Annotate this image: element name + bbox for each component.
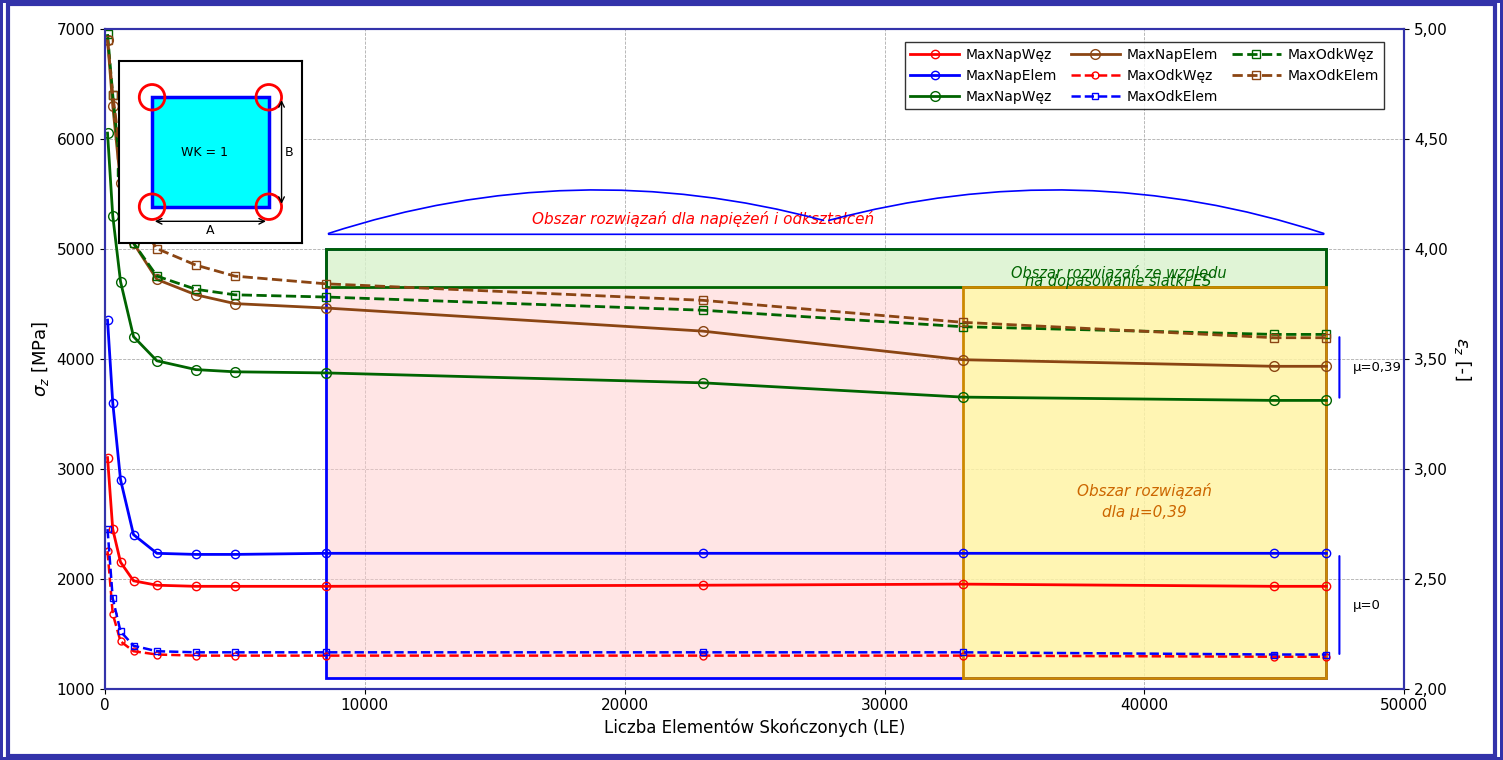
Text: A: A bbox=[206, 224, 215, 237]
Bar bbox=[152, 97, 269, 207]
Text: dla μ=0,39: dla μ=0,39 bbox=[1102, 505, 1187, 520]
Bar bbox=[326, 249, 1327, 287]
Text: WK = 1: WK = 1 bbox=[182, 145, 228, 159]
Bar bbox=[962, 287, 1327, 678]
Text: μ=0: μ=0 bbox=[1353, 599, 1380, 612]
X-axis label: Liczba Elementów Skończonych (LE): Liczba Elementów Skończonych (LE) bbox=[604, 719, 905, 737]
Text: Obszar rozwiązań dla napiężeń i odkształceń: Obszar rozwiązań dla napiężeń i odkształ… bbox=[532, 211, 873, 226]
Text: B: B bbox=[284, 145, 293, 159]
Bar bbox=[326, 249, 1327, 678]
Text: Obszar rozwiązań: Obszar rozwiązań bbox=[1078, 483, 1211, 499]
Bar bbox=[962, 287, 1327, 678]
Text: na dopasowanie siatki ES: na dopasowanie siatki ES bbox=[1025, 274, 1211, 289]
Bar bbox=[326, 249, 1327, 287]
Legend: MaxNapWęz, MaxNapElem, MaxNapWęz, MaxNapElem, MaxOdkWęz, MaxOdkElem, MaxOdkWęz, : MaxNapWęz, MaxNapElem, MaxNapWęz, MaxNap… bbox=[905, 42, 1384, 109]
Bar bbox=[326, 249, 1327, 678]
Y-axis label: $\sigma_z$ [MPa]: $\sigma_z$ [MPa] bbox=[30, 321, 51, 397]
Text: Obszar rozwiązań ze względu: Obszar rozwiązań ze względu bbox=[1010, 264, 1226, 280]
Y-axis label: $\varepsilon_z$ [-]: $\varepsilon_z$ [-] bbox=[1452, 337, 1473, 381]
Text: μ=0,39: μ=0,39 bbox=[1353, 361, 1401, 374]
